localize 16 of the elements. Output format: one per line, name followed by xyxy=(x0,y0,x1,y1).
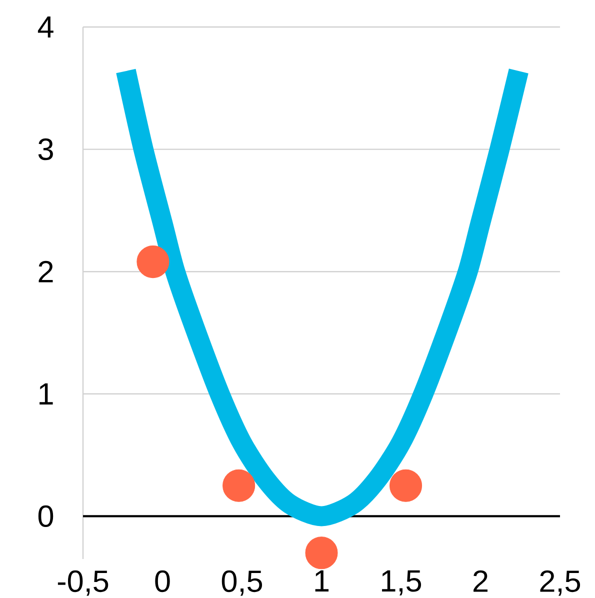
x-tick-label: 1,5 xyxy=(382,570,422,596)
point xyxy=(390,469,422,502)
point xyxy=(136,246,170,278)
x-tick-label: 0 xyxy=(155,570,170,592)
y-tick-label: 2 xyxy=(38,260,53,282)
x-tick-label: 2 xyxy=(474,570,488,592)
y-tick-label: 1 xyxy=(40,383,53,404)
x-tick-label: 1 xyxy=(315,570,329,592)
y-tick-label: 4 xyxy=(38,16,54,38)
y-tick-label: 3 xyxy=(38,138,53,160)
x-tick-label: 2,5 xyxy=(540,570,580,596)
x-tick-label: 0,5 xyxy=(222,570,262,596)
y-tick-label: 0 xyxy=(38,505,54,528)
point xyxy=(222,469,256,502)
x-tick-label: -0,5 xyxy=(58,570,108,596)
point xyxy=(305,536,338,570)
